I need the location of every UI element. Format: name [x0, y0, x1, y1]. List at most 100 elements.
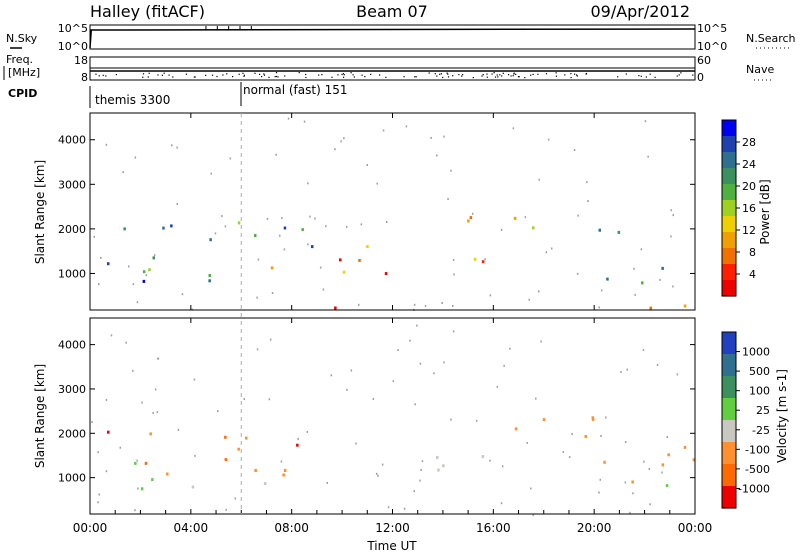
sparse-echo	[421, 460, 424, 463]
sparse-echo	[360, 223, 363, 226]
sparse-echo	[271, 292, 274, 294]
colorbar-swatch	[722, 264, 736, 281]
nave-dot	[564, 74, 566, 76]
sparse-echo	[420, 469, 422, 471]
nave-dot	[576, 74, 578, 76]
sparse-echo	[538, 290, 540, 293]
sparse-echo	[326, 481, 328, 484]
echo-cell	[224, 458, 228, 462]
sparse-echo	[509, 347, 511, 350]
nave-dot	[172, 76, 174, 78]
sparse-echo	[475, 419, 478, 422]
echo-cell	[245, 436, 248, 440]
echo-cell	[591, 417, 595, 421]
nave-dot	[163, 72, 165, 74]
nave-dot	[570, 77, 572, 79]
sparse-echo	[450, 169, 452, 172]
nave-tick-low: 0	[697, 71, 704, 84]
echo-cell	[591, 416, 594, 420]
sparse-echo	[345, 225, 348, 228]
sparse-echo	[193, 378, 196, 381]
nave-dot	[692, 74, 694, 76]
echo-cell	[263, 482, 267, 486]
colorbar-tick-label: -500	[745, 463, 770, 476]
sparse-echo	[171, 144, 173, 147]
echo-cell	[311, 245, 314, 249]
sparse-echo	[405, 125, 408, 128]
sparse-echo	[346, 388, 348, 391]
echo-cell	[606, 277, 609, 281]
nsearch-tick-low: 10^0	[697, 40, 727, 53]
echo-cell	[683, 445, 687, 449]
nave-dot	[105, 75, 107, 77]
nave-dot	[414, 76, 416, 78]
sparse-echo	[283, 248, 286, 251]
sparse-echo	[358, 303, 360, 306]
sparse-echo	[624, 481, 627, 484]
sparse-echo	[105, 470, 108, 473]
cpid-segment-2: normal (fast) 151	[243, 83, 347, 97]
nave-dot	[318, 74, 320, 76]
echo-cell	[142, 270, 146, 274]
nave-dot	[298, 72, 300, 74]
colorbar-tick-label: 100	[749, 385, 770, 398]
sparse-echo	[433, 372, 435, 375]
sparse-echo	[452, 330, 455, 333]
sparse-echo	[414, 403, 416, 406]
velocity-colorbar: 1000 500 100 25 -25 -100 -500 -1000	[721, 331, 770, 509]
sparse-echo	[256, 296, 258, 299]
sparse-echo	[97, 501, 99, 504]
sparse-echo	[98, 493, 100, 496]
sparse-echo	[532, 513, 534, 516]
nave-dot	[486, 76, 488, 78]
nave-dot	[486, 73, 488, 75]
nave-dot	[331, 76, 333, 78]
echo-cell	[237, 447, 240, 451]
sparse-echo	[430, 136, 432, 139]
nave-dot	[353, 76, 355, 78]
sparse-echo	[416, 324, 418, 327]
power-y-label: Slant Range [km]	[33, 160, 47, 264]
nave-dot	[261, 76, 263, 78]
nave-dot	[193, 76, 195, 78]
nave-dot	[439, 73, 441, 75]
colorbar-tick-label: -25	[752, 424, 770, 437]
sparse-echo	[350, 369, 353, 372]
nave-dot	[524, 77, 526, 79]
echo-cell	[142, 279, 146, 283]
nave-dot	[482, 74, 484, 76]
nave-dot	[640, 75, 642, 77]
nave-dot	[508, 74, 510, 76]
echo-cell	[661, 266, 664, 270]
echo-cell	[358, 259, 361, 262]
sparse-echo	[598, 306, 600, 309]
nave-dot	[499, 74, 501, 76]
sparse-echo	[355, 442, 357, 445]
sparse-echo	[648, 467, 651, 470]
echo-cell	[208, 279, 211, 283]
sparse-echo	[382, 129, 385, 132]
sparse-echo	[181, 293, 184, 296]
sparse-echo	[134, 156, 137, 159]
nave-dot	[452, 75, 454, 77]
nave-dot	[472, 77, 474, 79]
sparse-echo	[598, 491, 600, 494]
sparse-echo	[528, 298, 530, 301]
nave-dot	[491, 73, 493, 75]
power-colorbar: 28 24 20 16 12 8 4	[721, 119, 756, 297]
nave-dot	[168, 74, 170, 76]
sparse-echo	[661, 471, 663, 474]
nave-dot	[211, 74, 214, 76]
echo-cell	[270, 266, 274, 270]
sparse-echo	[210, 172, 212, 175]
echo-cell	[437, 468, 440, 472]
y-tick-label: 1000	[58, 267, 86, 280]
sparse-echo	[447, 198, 449, 200]
sparse-echo	[136, 301, 139, 304]
nave-dot	[494, 76, 497, 78]
nave-dot	[574, 73, 576, 75]
velocity-y-label: Slant Range [km]	[33, 364, 47, 468]
sparse-echo	[377, 474, 379, 477]
sparse-echo	[105, 398, 108, 401]
x-tick-label: 04:00	[174, 521, 209, 535]
